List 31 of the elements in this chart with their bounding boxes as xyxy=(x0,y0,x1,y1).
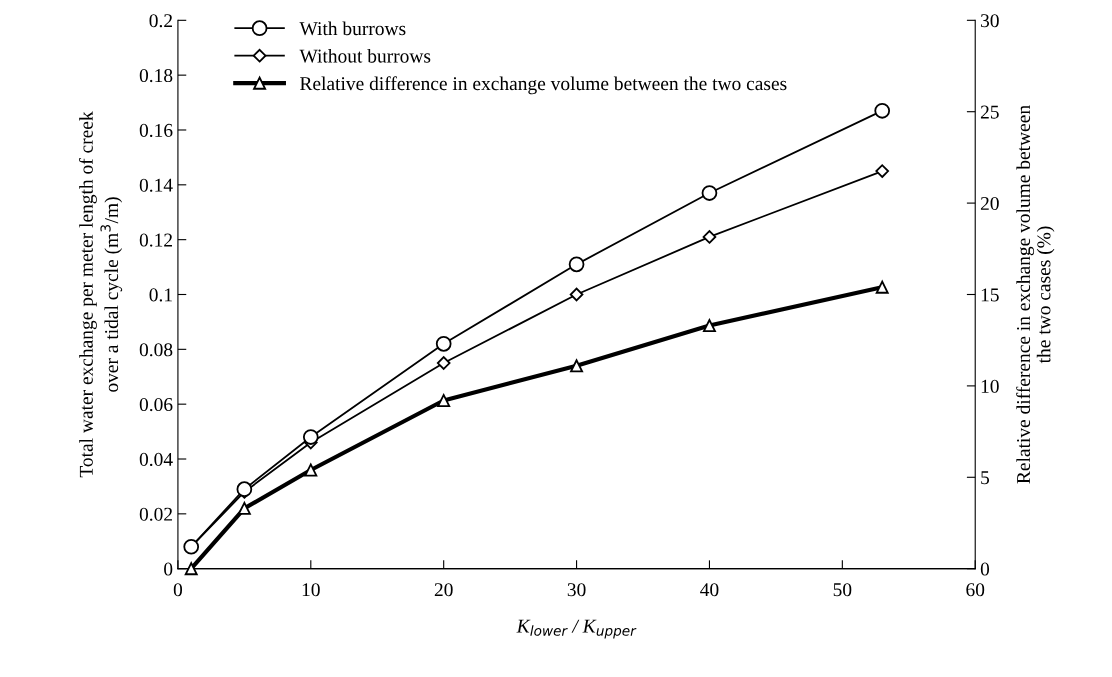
y-tick-label: 0.18 xyxy=(139,68,173,83)
y-tick-label: 0.04 xyxy=(139,452,173,467)
y-tick-label: 0.1 xyxy=(149,288,172,302)
y-tick-label: 0.14 xyxy=(139,178,173,192)
x-tick-label: 0 xyxy=(173,583,183,597)
y-tick-label: 0.06 xyxy=(139,397,173,412)
y-tick-label: 0.12 xyxy=(139,233,172,247)
y-tick-label: 0.02 xyxy=(139,507,172,521)
x-tick-label: 30 xyxy=(567,583,586,597)
legend-label: With burrows xyxy=(299,21,406,36)
y2-tick-label: 20 xyxy=(980,196,999,211)
y2-axis-title: Relative difference in exchange volume between the two cases (%) xyxy=(1016,105,1055,484)
y-tick-label: 0.2 xyxy=(149,14,172,28)
y2-tick-label: 30 xyxy=(981,14,999,28)
x-tick-label: 20 xyxy=(434,583,453,597)
y-axis-title: Total water exchange per meter length of creek over a tidal cycle (m$^{3}$/m) xyxy=(78,111,123,478)
y-tick-label: 0 xyxy=(164,562,173,576)
x-tick-label: 50 xyxy=(833,583,852,597)
y2-tick-label: 25 xyxy=(980,105,999,119)
x-tick-label: 40 xyxy=(700,583,719,597)
y2-tick-label: 5 xyxy=(981,471,990,485)
x-tick-label: 60 xyxy=(966,583,985,597)
x-axis-title: K$_{lower}$ / K$_{upper}$ xyxy=(516,619,637,639)
y2-tick-label: 0 xyxy=(980,562,990,576)
legend-label: Without burrows xyxy=(299,48,431,63)
y2-tick-label: 15 xyxy=(981,288,999,302)
legend-label: Relative difference in exchange volume between the two cases xyxy=(300,76,787,95)
x-tick-label: 10 xyxy=(302,583,320,597)
y2-tick-label: 10 xyxy=(981,379,999,393)
y-tick-label: 0.08 xyxy=(139,343,173,357)
y-tick-label: 0.16 xyxy=(139,123,173,138)
